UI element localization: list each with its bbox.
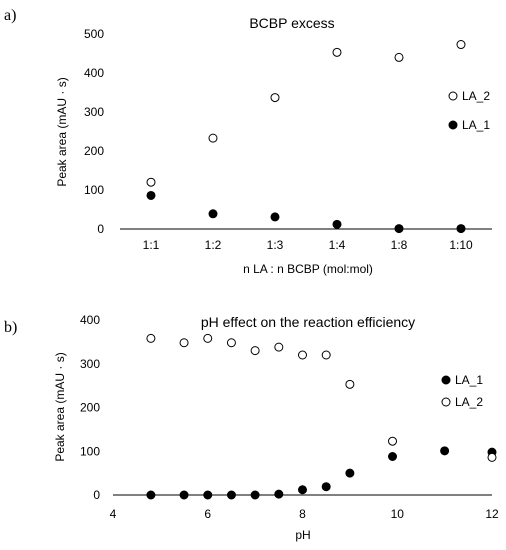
chart-a-ylabel: Peak area (mAU · s) [55, 77, 69, 186]
chart-b-xtick-label: 6 [204, 507, 211, 521]
chart-a-xtick-label: 1:3 [267, 238, 284, 252]
chart-b-point-la1 [203, 490, 213, 500]
chart-b-point-la1 [388, 452, 398, 461]
chart-b-point-la2 [226, 338, 236, 348]
chart-b-point-la1 [146, 490, 156, 500]
legend-a-la1-label: LA_1 [462, 118, 490, 132]
chart-b-ylabel: Peak area (mAU · s) [53, 352, 67, 461]
chart-b-point-la1 [226, 490, 236, 500]
chart-b-point-la2 [321, 350, 331, 360]
chart-b-title: pH effect on the reaction efficiency [201, 314, 415, 330]
chart-a-point-la2 [332, 47, 342, 57]
chart-b-point-la2 [179, 338, 189, 348]
chart-b-point-la2 [298, 350, 307, 360]
chart-b-point-la1 [440, 446, 450, 456]
chart-a-point-la1 [270, 212, 280, 222]
chart-a-xlabel: n LA : n BCBP (mol:mol) [243, 262, 373, 276]
chart-a-point-la1 [146, 190, 156, 200]
chart-b-ytick-label: 400 [80, 313, 100, 327]
chart-a-y-ticks: 0 100 200 300 400 500 [84, 27, 104, 236]
panel-b: b) pH effect on the reaction efficiency … [4, 313, 499, 542]
chart-b-xlabel: pH [295, 528, 310, 542]
legend-b-la1-label: LA_1 [455, 373, 483, 387]
chart-b-point-la1 [345, 468, 355, 478]
chart-b-point-la1 [321, 482, 331, 492]
panel-a-letter: a) [4, 7, 16, 24]
chart-a-point-la1 [332, 219, 342, 229]
chart-a-x-ticks: 1:1 1:2 1:3 1:4 1:8 1:10 [143, 238, 473, 252]
chart-a-xtick-label: 1:10 [449, 238, 473, 252]
chart-a-point-la2 [270, 93, 280, 103]
legend-a-la1-marker [448, 120, 458, 130]
chart-a-point-la1 [394, 224, 404, 234]
chart-b-point-la2 [345, 379, 355, 389]
chart-a-xtick-label: 1:4 [329, 238, 346, 252]
chart-a-legend: LA_2 LA_1 [448, 89, 490, 132]
chart-a-point-la2 [456, 40, 466, 50]
chart-b-point-la1 [179, 490, 189, 500]
legend-b-la2-label: LA_2 [455, 395, 483, 409]
chart-b-point-la2 [203, 333, 213, 343]
chart-a-ytick-label: 300 [84, 105, 104, 119]
chart-b-point-la2 [388, 436, 398, 446]
chart-b-ytick-label: 300 [80, 357, 100, 371]
chart-a-ytick-label: 0 [97, 222, 104, 236]
chart-a-ytick-label: 400 [84, 66, 104, 80]
chart-a-ytick-label: 500 [84, 27, 104, 41]
panel-b-letter: b) [4, 319, 17, 336]
chart-b-legend: LA_1 LA_2 [441, 373, 483, 409]
chart-b-y-ticks: 0 100 200 300 400 [80, 313, 100, 502]
chart-a-point-la2 [208, 133, 218, 143]
chart-a-xtick-label: 1:1 [143, 238, 160, 252]
chart-b-points [146, 333, 497, 500]
chart-b-point-la1 [298, 485, 307, 495]
chart-b-ytick-label: 100 [80, 444, 100, 458]
chart-b-xtick-label: 12 [485, 507, 499, 521]
legend-b-la2-marker [441, 397, 451, 407]
legend-b-la1-marker [441, 375, 451, 385]
chart-b-x-ticks: 4 6 8 10 12 [110, 507, 499, 521]
chart-a-xtick-label: 1:2 [205, 238, 222, 252]
chart-a-points [146, 40, 466, 234]
chart-b-xtick-label: 10 [391, 507, 405, 521]
chart-b-point-la2 [274, 342, 284, 352]
chart-b-point-la2 [487, 452, 497, 462]
chart-b-point-la1 [250, 490, 260, 500]
chart-a-point-la1 [208, 209, 218, 219]
chart-b-point-la2 [146, 333, 156, 343]
chart-b-point-la1 [274, 489, 284, 499]
chart-a-title: BCBP excess [249, 15, 334, 31]
chart-b-point-la2 [250, 346, 260, 356]
chart-b-xtick-label: 4 [110, 507, 117, 521]
legend-a-la2-label: LA_2 [462, 89, 490, 103]
chart-b-ytick-label: 0 [93, 488, 100, 502]
chart-b-xtick-label: 8 [299, 507, 306, 521]
chart-a-point-la1 [456, 224, 466, 234]
chart-a-xtick-label: 1:8 [391, 238, 408, 252]
chart-b-ytick-label: 200 [80, 401, 100, 415]
chart-a-point-la2 [146, 177, 156, 187]
legend-a-la2-marker [448, 91, 458, 101]
chart-a-point-la2 [394, 52, 404, 62]
chart-a-ytick-label: 100 [84, 183, 104, 197]
chart-a-ytick-label: 200 [84, 144, 104, 158]
